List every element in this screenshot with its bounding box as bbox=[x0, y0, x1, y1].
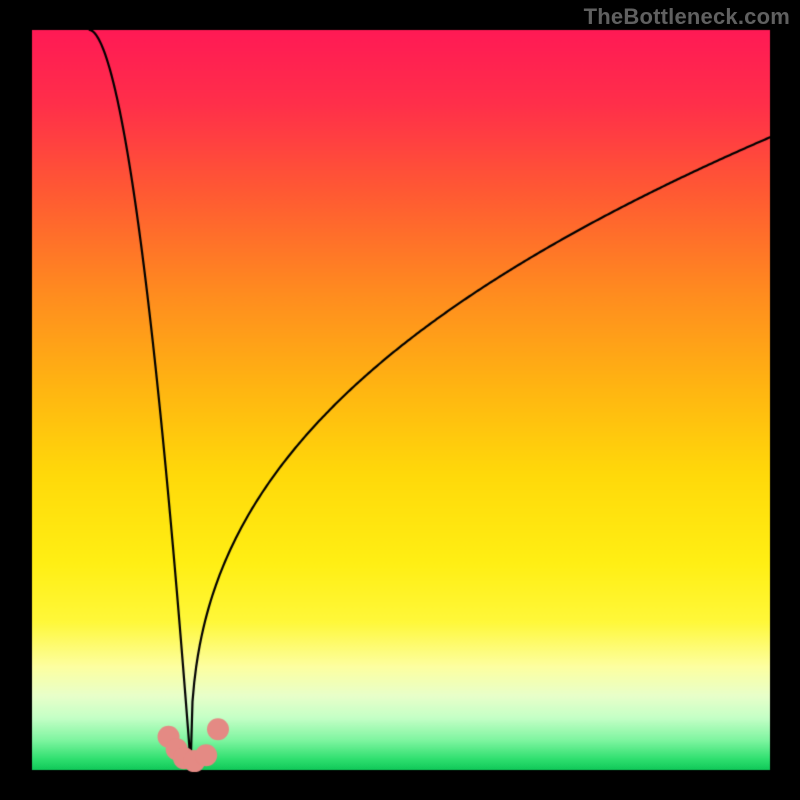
bottleneck-curve-chart bbox=[0, 0, 800, 800]
watermark-text: TheBottleneck.com bbox=[584, 4, 790, 30]
chart-stage: TheBottleneck.com bbox=[0, 0, 800, 800]
